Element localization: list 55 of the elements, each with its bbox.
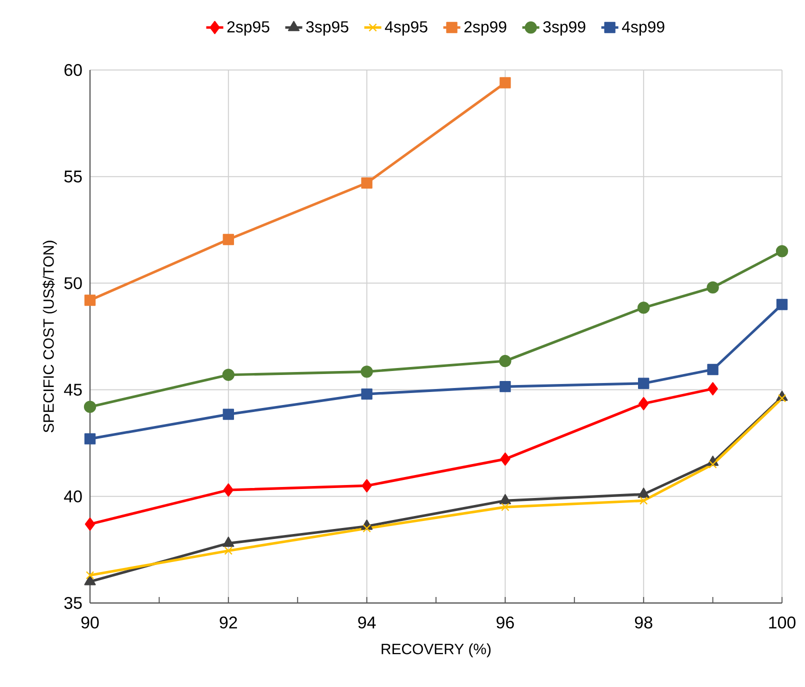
point <box>84 575 96 586</box>
y-tick-label: 35 <box>64 596 82 609</box>
point <box>500 380 511 392</box>
x-tick-label: 90 <box>81 616 99 629</box>
x-tick-label: 100 <box>769 616 796 629</box>
point <box>222 234 234 246</box>
point <box>361 177 372 189</box>
x-tick-label: 98 <box>634 616 652 629</box>
point <box>224 546 233 555</box>
x-axis-title: RECOVERY (%) <box>382 643 491 658</box>
point <box>707 364 718 376</box>
legend-label: 4sp95 <box>384 21 428 36</box>
point <box>500 77 511 88</box>
legend-label: 2sp99 <box>464 21 506 36</box>
point <box>639 496 648 505</box>
y-axis-title: SPECIFIC COST (US$/TON) <box>42 240 57 432</box>
point <box>500 452 510 466</box>
x-tick-label: 94 <box>358 616 376 629</box>
point <box>706 281 719 294</box>
point <box>776 298 788 310</box>
y-tick-label: 55 <box>64 170 82 182</box>
point <box>360 366 373 378</box>
point <box>222 408 234 420</box>
x-tick-label: 92 <box>220 616 237 629</box>
point <box>708 382 718 396</box>
point <box>222 368 235 381</box>
y-tick-label: 45 <box>64 384 82 396</box>
point <box>84 400 96 413</box>
y-tick-label: 50 <box>64 277 82 290</box>
legend-label: 3sp99 <box>543 21 586 36</box>
y-tick-label: 60 <box>64 64 82 76</box>
point <box>776 245 788 258</box>
point <box>501 502 510 512</box>
point <box>223 483 234 497</box>
point <box>638 488 650 498</box>
point <box>84 433 96 444</box>
point <box>778 394 786 402</box>
point <box>86 571 94 580</box>
point <box>361 388 372 400</box>
point <box>638 378 650 389</box>
point <box>84 294 96 306</box>
y-tick-label: 40 <box>64 490 82 502</box>
point <box>84 518 96 531</box>
legend-label: 4sp99 <box>622 21 664 36</box>
point <box>708 460 717 469</box>
legend-label: 2sp95 <box>227 21 270 36</box>
point <box>638 302 650 314</box>
point <box>362 524 371 532</box>
x-tick-label: 96 <box>496 616 514 629</box>
point <box>362 479 372 492</box>
point <box>499 494 512 504</box>
legend-label: 3sp95 <box>306 21 348 36</box>
point <box>638 397 649 410</box>
point <box>499 354 512 368</box>
point <box>222 536 234 547</box>
